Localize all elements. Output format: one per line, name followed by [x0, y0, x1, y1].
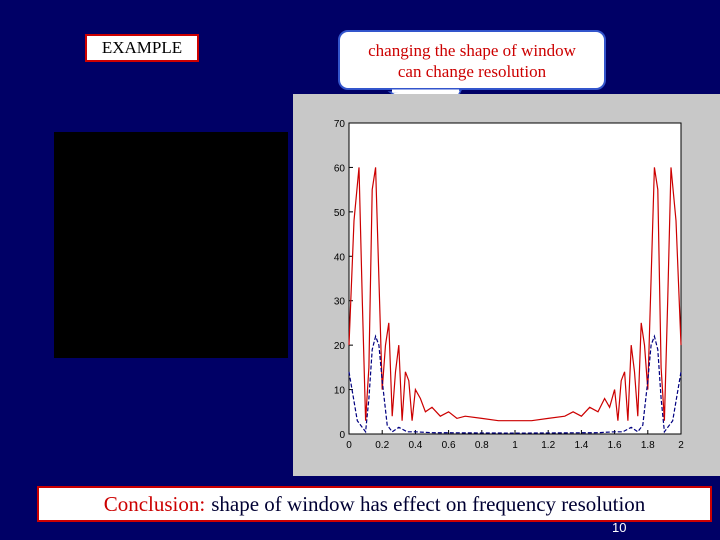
- conclusion-text: shape of window has effect on frequency …: [211, 491, 646, 516]
- x-tick-label: 1.8: [641, 440, 655, 451]
- conclusion-label: Conclusion:: [103, 491, 206, 516]
- x-tick-label: 1: [512, 440, 518, 451]
- callout-line-1: changing the shape of window: [368, 41, 576, 60]
- y-tick-label: 40: [334, 252, 346, 263]
- frequency-response-chart: 0 0.2 0.4 0.6 0.8 1 1.2 1.4 1.6 1.8 20102030405060…: [334, 119, 684, 451]
- x-tick-label: 0: [346, 440, 352, 451]
- x-tick-label: 0.4: [408, 440, 422, 451]
- series-line-solid: [348, 167, 682, 422]
- black-image-panel: [54, 132, 288, 358]
- y-tick-label: 50: [334, 208, 346, 219]
- x-tick-label: 1.6: [608, 440, 622, 451]
- plot-panel: 0 0.2 0.4 0.6 0.8 1 1.2 1.4 1.6 1.8 2 0 10 20 30 40 50 60…: [293, 94, 720, 476]
- y-tick-label: 30: [334, 297, 346, 308]
- conclusion-box: Conclusion: shape of window has effect o…: [37, 486, 712, 522]
- y-tick-label: 0: [339, 430, 345, 441]
- y-tick-label: 20: [334, 341, 346, 352]
- x-tick-label: 0.2: [375, 440, 389, 451]
- example-label: EXAMPLE: [85, 34, 199, 62]
- x-tick-label: 0.6: [442, 440, 456, 451]
- page-number: 10: [612, 520, 627, 535]
- y-tick-label: 60: [334, 163, 346, 174]
- callout-line-2: can change resolution: [397, 62, 547, 81]
- y-tick-label: 70: [334, 119, 346, 130]
- callout-bubble: changing the shape of window can change …: [338, 30, 606, 90]
- x-tick-label: 1.4: [574, 440, 588, 451]
- x-tick-label: 2: [678, 440, 684, 451]
- plot-area: [348, 122, 682, 435]
- x-tick-label: 1.2: [541, 440, 555, 451]
- y-tick-label: 10: [334, 386, 346, 397]
- x-tick-label: 0.8: [475, 440, 489, 451]
